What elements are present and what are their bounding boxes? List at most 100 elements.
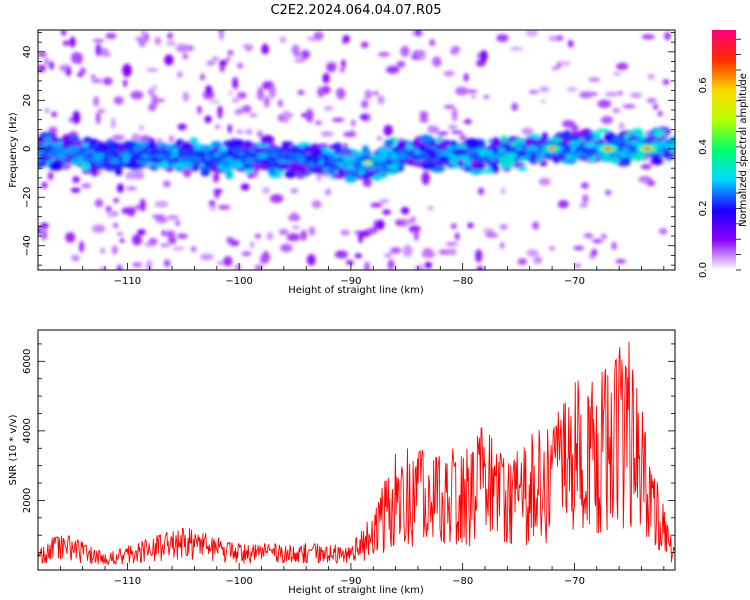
ridge-blob bbox=[149, 165, 159, 171]
noise-streak bbox=[182, 53, 188, 60]
ridge-core bbox=[106, 155, 115, 162]
noise-speckle bbox=[227, 90, 233, 96]
peak-core bbox=[604, 147, 612, 151]
noise-speckle bbox=[126, 186, 137, 191]
ridge-blob bbox=[435, 160, 443, 167]
ridge-blob bbox=[551, 152, 558, 161]
noise-streak bbox=[161, 230, 166, 236]
ridge-blob bbox=[539, 159, 548, 167]
ridge-core bbox=[193, 156, 201, 162]
noise-speckle bbox=[332, 117, 345, 122]
ridge-blob bbox=[242, 140, 254, 148]
noise-streak bbox=[400, 206, 410, 215]
noise-streak bbox=[226, 236, 234, 244]
noise-streak bbox=[450, 48, 459, 56]
ridge-blob bbox=[225, 169, 234, 180]
ridge-blob bbox=[368, 170, 376, 178]
noise-speckle bbox=[664, 31, 671, 41]
noise-streak bbox=[377, 95, 385, 105]
noise-streak bbox=[163, 259, 171, 268]
ridge-blob bbox=[284, 141, 294, 146]
noise-speckle bbox=[62, 40, 70, 46]
ridge-blob bbox=[438, 140, 446, 147]
noise-streak bbox=[72, 110, 81, 124]
noise-streak bbox=[400, 45, 410, 57]
ridge-core bbox=[411, 155, 422, 160]
ridge-blob bbox=[209, 166, 219, 172]
ridge-core bbox=[184, 158, 194, 163]
noise-speckle bbox=[209, 204, 217, 211]
ridge-blob bbox=[189, 137, 199, 145]
noise-speckle bbox=[386, 65, 400, 74]
noise-streak bbox=[205, 85, 213, 96]
noise-speckle bbox=[44, 108, 50, 113]
noise-streak bbox=[126, 206, 136, 217]
noise-streak bbox=[200, 73, 205, 81]
noise-speckle bbox=[280, 243, 293, 253]
noise-speckle bbox=[176, 233, 188, 239]
noise-streak bbox=[217, 105, 223, 119]
noise-streak bbox=[219, 30, 224, 41]
noise-speckle bbox=[279, 36, 286, 44]
noise-speckle bbox=[611, 241, 617, 250]
noise-speckle bbox=[288, 213, 301, 222]
noise-speckle bbox=[557, 200, 569, 209]
noise-speckle bbox=[443, 70, 455, 77]
ridge-core bbox=[83, 150, 94, 155]
noise-streak bbox=[291, 44, 300, 55]
noise-speckle bbox=[113, 96, 124, 105]
ridge-blob bbox=[538, 137, 546, 143]
noise-streak bbox=[139, 198, 146, 212]
noise-streak bbox=[38, 52, 47, 57]
ridge-core bbox=[195, 151, 206, 157]
ridge-blob bbox=[289, 146, 303, 155]
noise-streak bbox=[177, 123, 187, 131]
noise-speckle bbox=[647, 73, 655, 80]
ridge-core bbox=[448, 155, 460, 162]
noise-speckle bbox=[622, 104, 636, 109]
snr-y-tick-label: 6000 bbox=[22, 349, 33, 374]
noise-speckle bbox=[350, 129, 355, 133]
ridge-core bbox=[119, 153, 132, 158]
ridge-core bbox=[584, 146, 596, 152]
noise-speckle bbox=[163, 180, 171, 188]
ridge-blob bbox=[170, 163, 186, 168]
noise-streak bbox=[208, 200, 216, 206]
ridge-core bbox=[270, 154, 279, 158]
noise-streak bbox=[250, 241, 255, 249]
noise-speckle bbox=[152, 84, 158, 90]
noise-speckle bbox=[211, 56, 219, 61]
noise-speckle bbox=[133, 171, 145, 180]
noise-speckle bbox=[197, 105, 202, 115]
noise-speckle bbox=[297, 90, 305, 95]
noise-streak bbox=[204, 115, 212, 124]
noise-speckle bbox=[370, 202, 383, 208]
noise-streak bbox=[116, 264, 123, 270]
noise-speckle bbox=[51, 111, 58, 118]
ridge-core bbox=[214, 152, 221, 158]
noise-speckle bbox=[500, 242, 505, 249]
noise-streak bbox=[313, 31, 324, 41]
noise-speckle bbox=[334, 250, 348, 259]
noise-speckle bbox=[396, 60, 406, 68]
ridge-blob bbox=[81, 161, 91, 171]
ridge-core bbox=[451, 149, 460, 155]
ridge-blob bbox=[514, 139, 525, 144]
ridge-core bbox=[117, 156, 124, 161]
noise-speckle bbox=[90, 74, 96, 79]
noise-speckle bbox=[144, 32, 149, 42]
noise-speckle bbox=[532, 221, 539, 230]
noise-speckle bbox=[659, 228, 668, 235]
noise-speckle bbox=[248, 113, 258, 118]
noise-streak bbox=[70, 187, 81, 193]
noise-streak bbox=[65, 66, 72, 77]
ridge-blob bbox=[157, 141, 165, 147]
noise-speckle bbox=[91, 78, 103, 84]
noise-speckle bbox=[154, 200, 169, 208]
noise-speckle bbox=[160, 243, 170, 247]
ridge-core bbox=[293, 155, 300, 160]
noise-speckle bbox=[130, 90, 144, 100]
snr-ticks: −110 −100 −90 −80 −70 2000 4000 6000 bbox=[22, 343, 675, 587]
ridge-core bbox=[181, 149, 189, 155]
ridge-core bbox=[253, 159, 262, 164]
